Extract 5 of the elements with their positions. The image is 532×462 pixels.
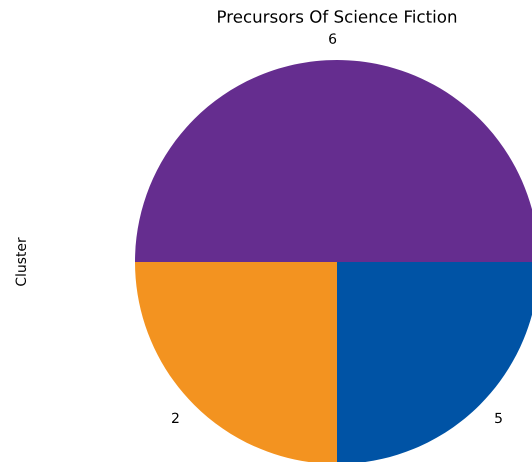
slice-label: 2 <box>172 412 178 423</box>
slice-label: 6 <box>329 33 336 44</box>
slice-label: 5 <box>495 412 502 424</box>
chart-title: Precursors Of Science Fiction <box>218 10 456 23</box>
text: Cluster <box>15 237 26 286</box>
